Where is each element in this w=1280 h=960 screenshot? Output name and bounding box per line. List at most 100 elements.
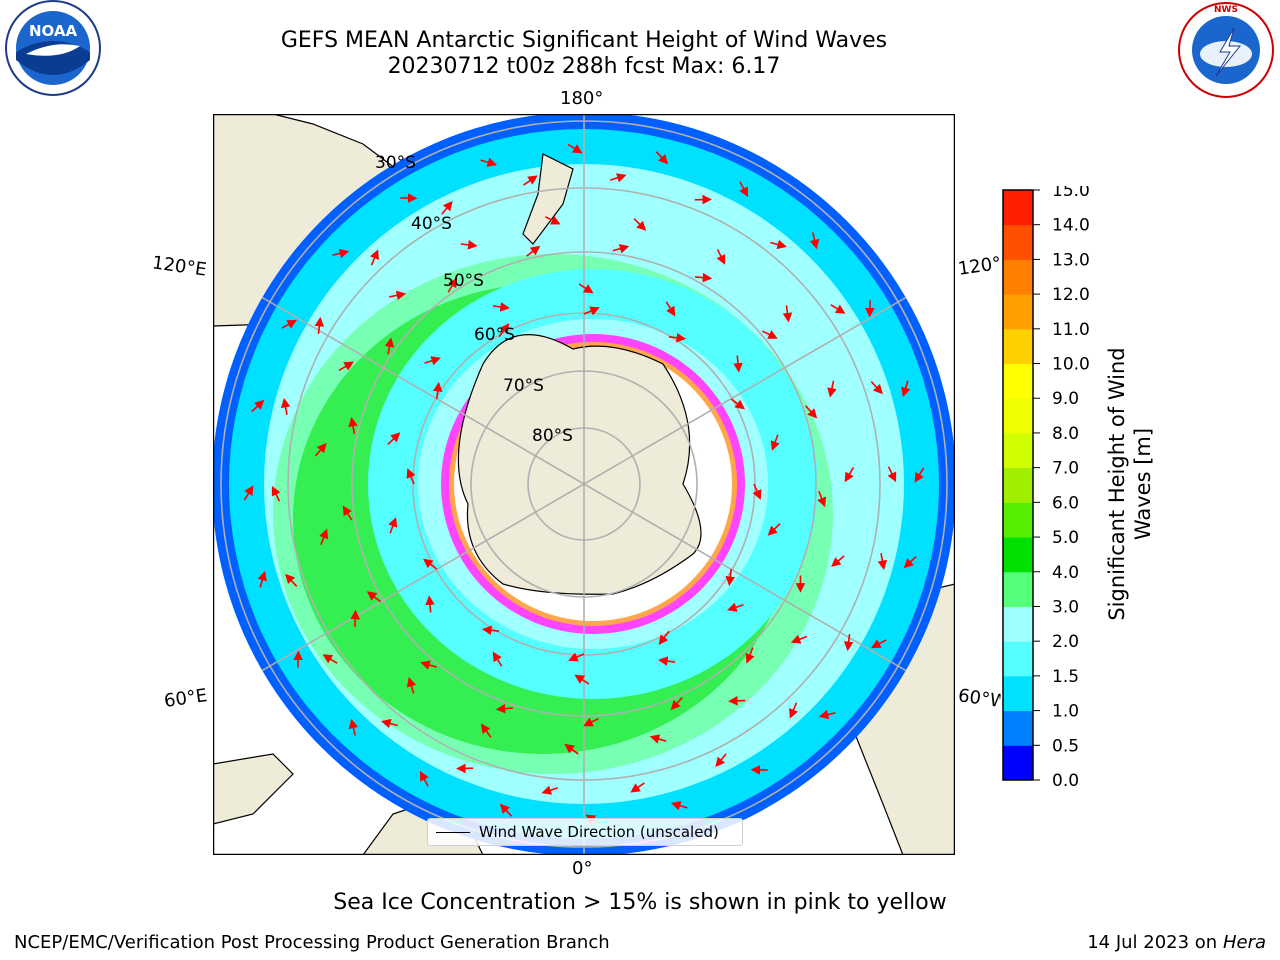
wind-wave-arrow [495,703,513,714]
colorbar-tick-label: 6.0 [1052,493,1079,513]
wind-wave-arrow [420,660,437,670]
colorbar-tick-label: 13.0 [1052,250,1090,270]
wind-wave-arrow [609,173,627,183]
colorbar-tick-label: 10.0 [1052,355,1090,375]
new-zealand-land [522,153,574,245]
colorbar-block [1003,467,1033,503]
lat-label-60s: 60°S [474,325,515,345]
wind-wave-arrow [790,634,808,644]
wind-wave-arrow [384,337,395,355]
wind-wave-arrow [419,771,429,787]
wind-wave-arrow [730,398,745,410]
wind-wave-arrow [658,630,670,645]
colorbar-tick-label: 14.0 [1052,216,1090,236]
wind-wave-arrow [281,319,297,329]
wind-wave-arrow [544,215,561,225]
wind-wave-arrow [447,277,458,293]
wind-wave-arrow [770,239,787,250]
colorbar-tick-label: 8.0 [1052,424,1079,444]
wind-wave-arrow [348,718,359,736]
chart-title: GEFS MEAN Antarctic Significant Height o… [280,28,888,53]
chart-subtitle: 20230712 t00z 288h fcst Max: 6.17 [387,54,781,79]
wind-wave-arrow [499,803,513,817]
colorbar-block [1003,710,1033,746]
wind-wave-arrow [480,157,498,167]
map-frame [213,114,955,855]
colorbar-block [1003,294,1033,330]
wind-wave-arrow [348,416,358,434]
colorbar-block [1003,259,1033,295]
colorbar-block [1003,328,1033,365]
wind-wave-arrow [251,399,265,413]
antarctica-land [457,334,702,595]
noaa-logo: NOAA [5,0,101,96]
wind-wave-arrow [578,283,594,294]
wind-wave-arrow [406,468,416,485]
colorbar-block [1003,537,1033,573]
wind-wave-arrow [665,301,676,317]
wind-wave-arrow [425,595,435,613]
legend-label: Wind Wave Direction (unscaled) [479,823,719,841]
colorbar-block [1003,363,1033,399]
colorbar-tick-label: 7.0 [1052,459,1079,479]
wind-wave-arrow [716,248,726,265]
wind-wave-arrow [831,555,845,567]
wind-wave-arrow [670,801,688,811]
wind-wave-arrow [366,591,382,603]
wind-wave-arrow [314,442,327,457]
wind-wave-arrow [649,734,667,744]
wind-wave-arrow [406,676,417,694]
wind-wave-arrow [830,304,846,314]
colorbar-tick-label: 5.0 [1052,528,1079,548]
wind-wave-arrow [498,323,510,338]
wind-wave-arrow [903,555,917,569]
svg-text:NOAA: NOAA [29,22,78,40]
colorbar-tick-label: 0.5 [1052,736,1079,756]
wind-wave-arrow [370,249,379,266]
wind-wave-arrow [725,568,736,587]
lon-label-120e: 120°E [150,252,208,281]
wind-wave-arrow [342,505,353,521]
wind-wave-arrow [338,361,354,371]
colorbar-tick-label: 4.0 [1052,563,1079,583]
colorbar-tick-label: 2.0 [1052,632,1079,652]
wind-wave-arrow [762,330,778,339]
lat-label-70s: 70°S [503,376,544,396]
wind-wave-arrow [809,232,820,250]
wind-wave-arrow [564,743,579,755]
wind-wave-arrow [567,143,583,154]
lat-label-30s: 30°S [375,153,416,173]
wind-wave-arrow [877,553,888,571]
colorbar-block [1003,606,1033,642]
lat-label-50s: 50°S [443,271,484,291]
credit-text: NCEP/EMC/Verification Post Processing Pr… [14,932,610,953]
wind-wave-arrow [432,381,443,400]
wind-wave-arrow [381,718,398,729]
colorbar-title: Significant Height of Wind Waves [m] [1105,347,1155,621]
graticule [213,114,955,855]
wind-wave-arrow [728,696,746,706]
colorbar-block [1003,571,1033,607]
wind-wave-arrow [460,240,478,250]
colorbar-tick-label: 1.0 [1052,702,1079,722]
colorbar-block [1003,502,1033,538]
wind-wave-arrow [871,639,887,649]
wind-wave-arrow [733,355,743,373]
date-stamp: 14 Jul 2023 on Hera [1087,932,1266,953]
colorbar-block [1003,675,1033,712]
wind-wave-arrow [574,674,590,685]
wind-wave-arrow [481,625,500,636]
wind-wave-arrow [492,651,503,667]
colorbar-block [1003,641,1033,677]
wind-wave-arrow [280,397,291,415]
wind-wave-arrow [285,573,298,587]
wind-wave-arrow [658,656,676,666]
colorbar-tick-label: 3.0 [1052,597,1079,617]
wind-wave-arrow [271,485,281,502]
lon-label-60e: 60°E [162,685,209,712]
colorbar-tick-label: 12.0 [1052,285,1090,305]
lat-label-80s: 80°S [532,426,573,446]
wind-wave-arrow [480,723,492,738]
wind-wave-arrow [612,244,630,254]
wind-wave-arrow [633,218,647,231]
